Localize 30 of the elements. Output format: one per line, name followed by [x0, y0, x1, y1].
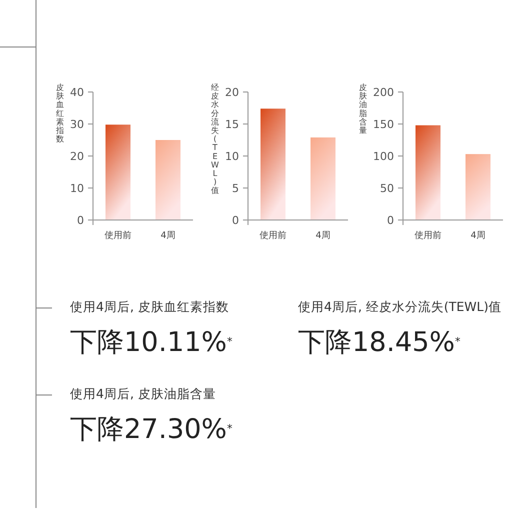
y-tick-label: 10 — [225, 150, 239, 163]
text: 使用4周后, 经皮水分流失(TEWL)值 — [298, 299, 502, 314]
y-tick-label: 15 — [225, 118, 239, 131]
y-tick-label: 30 — [70, 118, 84, 131]
y-tick-label: 0 — [232, 214, 239, 227]
text: 下降27.30%$^{*}$ — [70, 414, 233, 445]
x-tick-label: 4周 — [316, 230, 330, 241]
y-axis-title: 皮肤油脂含量 — [359, 83, 367, 135]
y-tick-label: 150 — [373, 118, 394, 131]
x-tick-label: 4周 — [470, 230, 486, 241]
text: 使用4周后, 皮肤血红素指数 — [70, 299, 229, 314]
y-tick-label: 40 — [70, 86, 84, 99]
x-tick-label: 4周 — [160, 230, 176, 241]
x-tick-label: 使用前 — [414, 230, 442, 241]
y-tick-label: 100 — [373, 150, 394, 163]
y-tick-label: 0 — [387, 214, 394, 227]
text: 下降10.11%$^{*}$ — [70, 327, 233, 358]
y-tick-label: 0 — [77, 214, 84, 227]
y-tick-label: 50 — [380, 182, 394, 195]
text: 使用4周后, 皮肤油脂含量 — [70, 386, 216, 401]
y-tick-label: 20 — [225, 86, 239, 99]
text: 经皮水分流失(TEWL)值 — [211, 83, 219, 196]
y-tick-label: 200 — [373, 86, 394, 99]
x-tick-label: 使用前 — [260, 230, 286, 241]
text: 下降18.45%$^{*}$ — [298, 327, 461, 358]
y-tick-label: 20 — [70, 150, 84, 163]
y-tick-label: 5 — [232, 182, 239, 195]
y-axis-title: 皮肤血红素指数 — [55, 83, 64, 144]
x-tick-label: 使用前 — [104, 230, 132, 241]
y-tick-label: 10 — [70, 182, 84, 195]
